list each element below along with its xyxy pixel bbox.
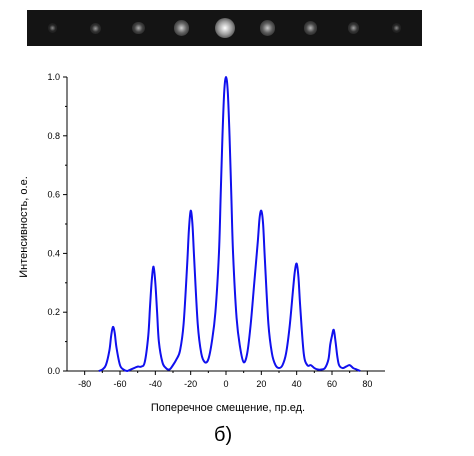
x-tick-label: -20 bbox=[184, 379, 197, 389]
y-tick-label: 0.8 bbox=[47, 131, 60, 141]
diffraction-spot bbox=[391, 23, 402, 33]
x-tick-label: -60 bbox=[113, 379, 126, 389]
x-ticks: -80 -60 -40 -20 0 20 40 60 80 bbox=[78, 371, 372, 389]
chart-axes bbox=[66, 77, 385, 372]
diffraction-spot bbox=[259, 20, 276, 36]
x-tick-label: 0 bbox=[223, 379, 228, 389]
diffraction-spot bbox=[347, 22, 360, 34]
diffraction-strip-image bbox=[27, 10, 422, 46]
y-tick-label: 1.0 bbox=[47, 72, 60, 82]
x-axis-title: Поперечное смещение, пр.ед. bbox=[151, 402, 305, 414]
x-tick-label: 40 bbox=[292, 379, 302, 389]
x-tick-label: -40 bbox=[149, 379, 162, 389]
x-tick-label: 60 bbox=[327, 379, 337, 389]
y-tick-label: 0.0 bbox=[47, 366, 60, 376]
y-tick-label: 0.6 bbox=[47, 190, 60, 200]
y-ticks: 0.0 0.2 0.4 0.6 0.8 1.0 bbox=[47, 72, 67, 376]
diffraction-spot bbox=[214, 18, 235, 38]
diffraction-spot bbox=[303, 21, 318, 35]
diffraction-spot bbox=[47, 23, 58, 33]
y-axis-title: Интенсивность, о.е. bbox=[18, 176, 30, 278]
diffraction-spot bbox=[173, 20, 190, 36]
y-tick-label: 0.4 bbox=[47, 248, 60, 258]
diffraction-spot bbox=[132, 21, 145, 35]
x-tick-label: 20 bbox=[256, 379, 266, 389]
intensity-series-line bbox=[98, 75, 361, 373]
x-tick-label: 80 bbox=[362, 379, 372, 389]
panel-label: б) bbox=[214, 424, 233, 446]
y-tick-label: 0.2 bbox=[47, 307, 60, 317]
diffraction-spot bbox=[90, 22, 102, 34]
x-tick-label: -80 bbox=[78, 379, 91, 389]
